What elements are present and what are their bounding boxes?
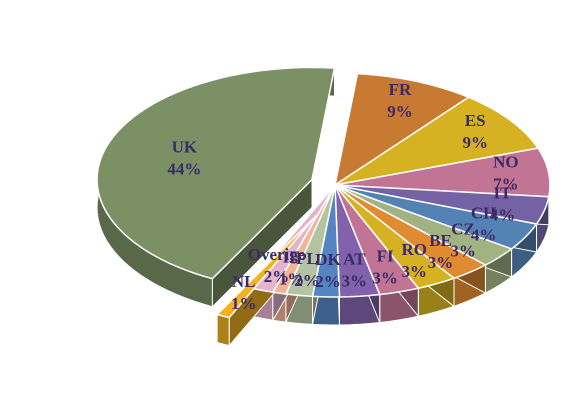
slice-label: FI: [377, 246, 394, 265]
slice-label: AT: [343, 250, 366, 269]
value-label: 3%: [428, 253, 454, 272]
value-label: 2%: [294, 271, 320, 290]
value-label: 9%: [462, 133, 488, 152]
labels: FR9% ES9%NO7%IT4%CH4%CZ3%BE3%RO3%FI3%AT3%…: [167, 80, 518, 313]
slice-label: IE: [283, 247, 301, 266]
slice: [333, 72, 471, 187]
slice-label: ES: [465, 111, 486, 130]
value-label: 4%: [490, 205, 516, 224]
slice: [334, 147, 551, 198]
value-label: 9%: [387, 102, 413, 121]
value-label: 3%: [372, 268, 398, 287]
value-label: 1%: [279, 269, 305, 288]
slice: [334, 184, 538, 250]
slice-label: DK: [315, 250, 341, 269]
slice-label: BE: [429, 231, 452, 250]
value-label: 44%: [167, 159, 201, 178]
slice-label: NO: [493, 153, 519, 172]
slice-label: CZ: [451, 219, 475, 238]
value-label: 3%: [450, 241, 476, 260]
slice-side: [216, 313, 230, 347]
slice: [96, 66, 336, 280]
slice-label: RO: [401, 240, 427, 259]
value-label: 3%: [342, 272, 368, 291]
value-label: 7%: [493, 175, 519, 194]
slice-label: UK: [172, 137, 198, 156]
slice-tops: [96, 66, 551, 319]
slice-label: IT: [493, 183, 512, 202]
slice: [334, 96, 540, 186]
value-label: 2%: [264, 267, 290, 286]
value-label: 1%: [231, 294, 257, 313]
slice-label: PL: [296, 249, 318, 268]
slice-label: NL: [232, 272, 256, 291]
value-label: 2%: [315, 272, 341, 291]
value-label: 3%: [401, 262, 427, 281]
slice-label: FR: [389, 80, 412, 99]
slice-label: CH: [471, 203, 497, 222]
value-label: 4%: [471, 225, 497, 244]
slice: [215, 214, 318, 319]
slice-label: Overige: [248, 245, 306, 264]
